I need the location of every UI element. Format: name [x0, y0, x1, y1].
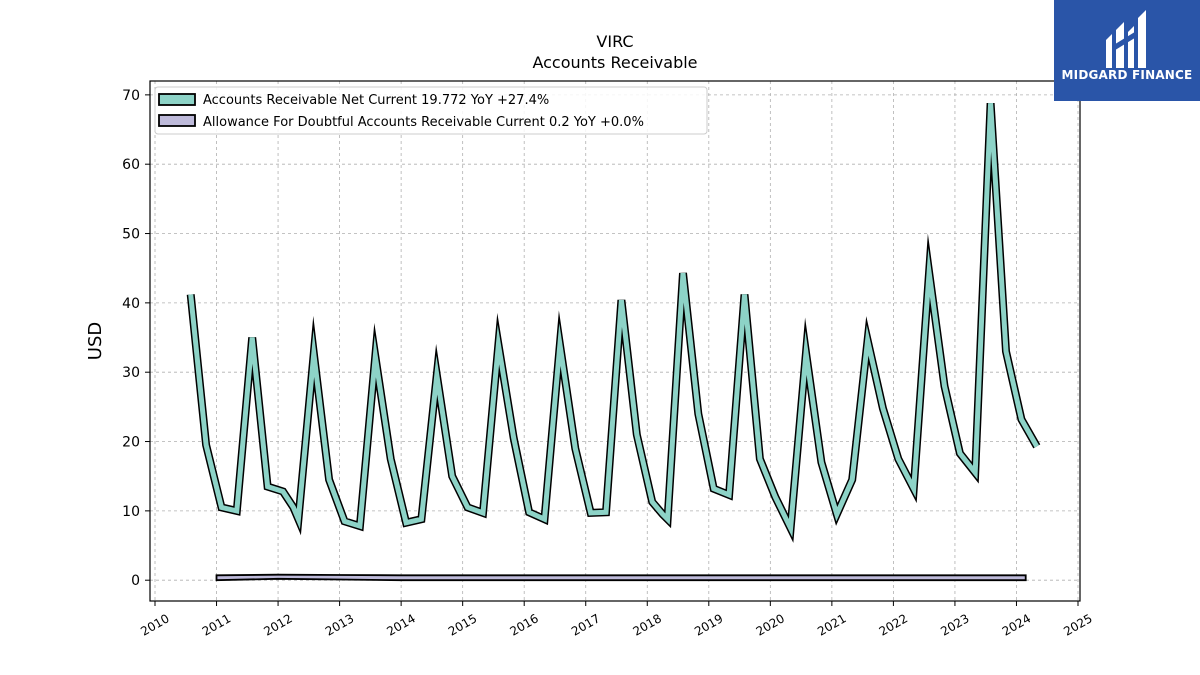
- y-tick-label: 40: [122, 296, 140, 312]
- legend: Accounts Receivable Net Current 19.772 Y…: [154, 86, 708, 135]
- x-tick-label: 2025: [1061, 611, 1094, 638]
- legend-swatch-ar: [158, 93, 196, 106]
- x-tick-label: 2022: [877, 611, 910, 638]
- brand-logo-mark-icon: [1106, 10, 1146, 68]
- x-tick-label: 2010: [138, 611, 171, 638]
- legend-label-ar: Accounts Receivable Net Current 19.772 Y…: [203, 93, 549, 108]
- brand-name: MIDGARD FINANCE: [1061, 68, 1193, 82]
- x-tick-label: 2024: [1000, 611, 1033, 638]
- x-tick-label: 2016: [507, 611, 540, 638]
- y-tick-label: 30: [122, 365, 140, 381]
- chart-subtitle: Accounts Receivable: [532, 53, 697, 72]
- series-allowance: [215, 573, 1027, 582]
- x-tick-label: 2017: [569, 611, 602, 638]
- x-tick-label: 2019: [692, 611, 725, 638]
- x-tick-label: 2012: [261, 611, 294, 638]
- x-tick-label: 2020: [754, 611, 787, 638]
- x-tick-label: 2018: [631, 611, 664, 638]
- plot-frame: [149, 80, 1081, 602]
- x-tick-label: 2021: [815, 611, 848, 638]
- y-axis-label: USD: [85, 322, 106, 360]
- y-tick-label: 50: [122, 227, 140, 243]
- series-layer: [186, 102, 1041, 582]
- series-ar-line: [188, 103, 1039, 538]
- y-tick-label: 20: [122, 435, 140, 451]
- y-tick-label: 10: [122, 504, 140, 520]
- x-tick-label: 2011: [200, 611, 233, 638]
- axes: 2010 2011 2012 2013 2014 2015 2016 2017 2018 2019…: [122, 88, 1095, 639]
- chart-title: VIRC: [596, 32, 633, 51]
- x-tick-label: 2014: [384, 611, 417, 638]
- y-tick-label: 60: [122, 157, 140, 173]
- x-tick-label: 2015: [446, 611, 479, 638]
- brand-logo: MIDGARD FINANCE: [1054, 0, 1200, 101]
- y-tick-label: 0: [131, 573, 140, 589]
- legend-box: [154, 86, 708, 135]
- series-ar-outline: [186, 102, 1041, 543]
- legend-label-allowance: Allowance For Doubtful Accounts Receivab…: [203, 115, 644, 130]
- legend-swatch-allowance: [158, 114, 196, 127]
- x-tick-label: 2023: [938, 611, 971, 638]
- y-tick-label: 70: [122, 88, 140, 104]
- x-tick-label: 2013: [323, 611, 356, 638]
